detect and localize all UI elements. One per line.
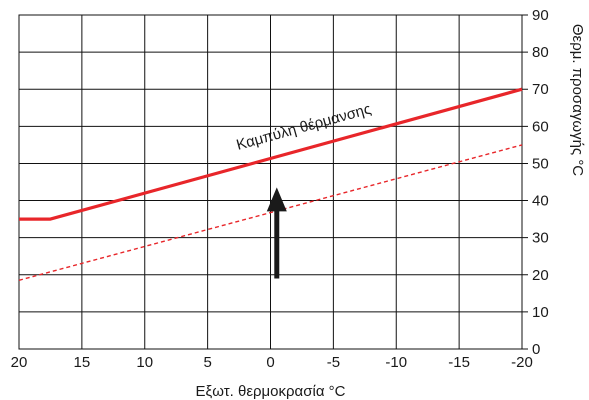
x-axis-title: Εξωτ. θερμοκρασία °C (196, 383, 346, 400)
x-tick-label: 0 (266, 354, 274, 371)
curve-label: Καμπύλη θέρμανσης (235, 101, 373, 154)
series-layer (18, 87, 523, 281)
x-tick-label: 5 (203, 354, 211, 371)
y-tick-label: 60 (532, 118, 549, 135)
y-tick-label: 10 (532, 304, 549, 321)
y-tick-label: 30 (532, 230, 549, 247)
y-tick-label: 90 (532, 7, 549, 24)
x-tick-label: -10 (385, 354, 407, 371)
y-axis-title: Θερμ. προσαγωγής °C (569, 24, 586, 176)
x-tick-label: -20 (511, 354, 533, 371)
x-tick-label: 20 (11, 354, 28, 371)
heating-curve-line (19, 87, 523, 221)
y-tick-label: 20 (532, 267, 549, 284)
x-tick-label: 10 (136, 354, 153, 371)
x-tick-label: 15 (74, 354, 91, 371)
grid (18, 14, 528, 350)
y-tick-label: 0 (532, 341, 540, 358)
arrow-head (266, 187, 287, 212)
y-tick-label: 50 (532, 155, 549, 172)
dashed-curve-line (18, 144, 523, 281)
y-tick-label: 70 (532, 81, 549, 98)
shift-arrow (266, 187, 287, 279)
y-tick-label: 80 (532, 44, 549, 61)
y-tick-label: 40 (532, 193, 549, 210)
x-tick-label: -5 (327, 354, 340, 371)
x-tick-label: -15 (448, 354, 470, 371)
plot-frame (18, 14, 523, 350)
